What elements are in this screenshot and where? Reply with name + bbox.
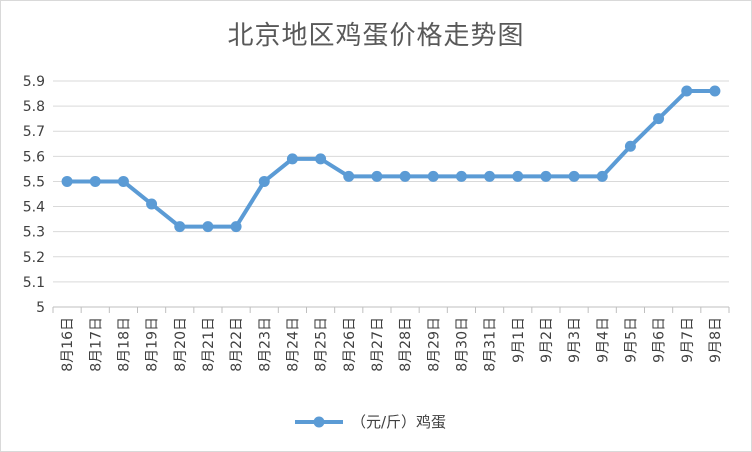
- y-tick-label: 5.4: [23, 200, 45, 216]
- y-axis-ticks: 5 5.1 5.2 5.3 5.4 5.5 5.6 5.7 5.8 5.9: [23, 74, 45, 316]
- data-point: [399, 170, 411, 182]
- x-tick-label: 8月16日: [60, 317, 76, 372]
- x-tick-label: 8月27日: [370, 317, 386, 372]
- data-point: [512, 170, 524, 182]
- data-point: [286, 153, 298, 165]
- y-tick-label: 5.2: [23, 250, 45, 266]
- y-tick-label: 5: [36, 300, 45, 316]
- data-point: [146, 198, 158, 210]
- data-point: [568, 170, 580, 182]
- data-point: [653, 113, 665, 125]
- data-point: [89, 175, 101, 187]
- data-point: [371, 170, 383, 182]
- data-point: [484, 170, 496, 182]
- x-tick-label: 9月1日: [511, 317, 527, 363]
- series-line: [65, 89, 717, 229]
- x-tick-label: 9月8日: [708, 317, 724, 363]
- y-tick-label: 5.5: [23, 174, 45, 190]
- x-tick-label: 9月7日: [680, 317, 696, 363]
- legend-swatch-marker: [295, 416, 343, 427]
- data-point: [540, 170, 552, 182]
- x-tick-label: 8月31日: [483, 317, 499, 372]
- data-point: [427, 170, 439, 182]
- x-tick-label: 8月25日: [314, 317, 330, 372]
- x-axis-ticks: 8月16日 8月17日 8月18日 8月19日 8月20日 8月21日 8月22日 8月23日…: [52, 307, 730, 372]
- x-tick-label: 8月20日: [173, 317, 189, 372]
- y-tick-label: 5.7: [23, 124, 45, 140]
- y-tick-label: 5.9: [23, 74, 45, 90]
- data-point: [61, 175, 73, 187]
- x-tick-label: 9月5日: [623, 317, 639, 363]
- data-point: [455, 170, 467, 182]
- x-tick-label: 9月6日: [652, 317, 668, 363]
- data-point: [343, 170, 355, 182]
- data-point: [202, 221, 214, 233]
- x-tick-label: 8月24日: [285, 317, 301, 372]
- data-point: [596, 170, 608, 182]
- data-point: [117, 175, 129, 187]
- y-tick-label: 5.6: [23, 149, 45, 165]
- x-tick-label: 8月30日: [454, 317, 470, 372]
- x-tick-label: 8月18日: [116, 317, 132, 372]
- x-tick-label: 8月26日: [342, 317, 358, 372]
- legend-label: （元/斤）鸡蛋: [351, 413, 447, 431]
- x-tick-label: 9月3日: [567, 317, 583, 363]
- y-tick-label: 5.8: [23, 99, 45, 115]
- data-point: [681, 85, 693, 97]
- x-tick-label: 8月19日: [145, 317, 161, 372]
- y-tick-label: 5.3: [23, 225, 45, 241]
- data-point: [624, 140, 636, 152]
- gridlines: [53, 80, 729, 308]
- x-tick-label: 9月4日: [595, 317, 611, 363]
- x-tick-label: 8月28日: [398, 317, 414, 372]
- chart-title: 北京地区鸡蛋价格走势图: [227, 21, 525, 51]
- series-layer: [61, 85, 721, 233]
- legend: （元/斤）鸡蛋: [295, 411, 446, 432]
- data-point: [258, 175, 270, 187]
- y-tick-label: 5.1: [23, 275, 45, 291]
- x-tick-label: 8月17日: [88, 317, 104, 372]
- x-tick-label: 8月23日: [257, 317, 273, 372]
- data-point: [174, 221, 186, 233]
- data-point: [709, 85, 721, 97]
- data-point: [315, 153, 327, 165]
- x-tick-label: 8月29日: [426, 317, 442, 372]
- x-tick-label: 9月2日: [539, 317, 555, 363]
- x-tick-label: 8月22日: [229, 317, 245, 372]
- data-point: [230, 221, 242, 233]
- x-tick-label: 8月21日: [201, 317, 217, 372]
